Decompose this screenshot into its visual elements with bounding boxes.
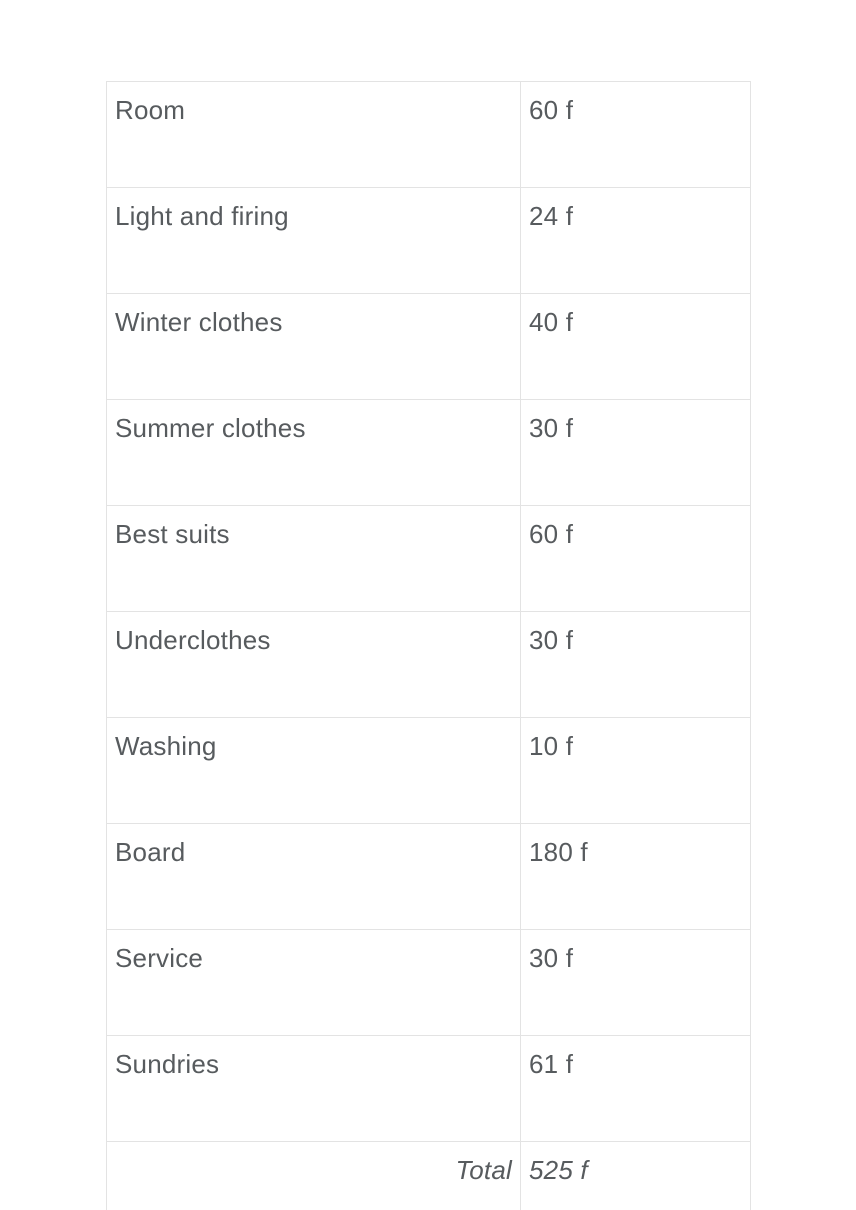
table-row: Winter clothes 40 f [106, 293, 751, 400]
item-value: 61 f [520, 1035, 751, 1142]
expense-table-footer: Total 525 f [106, 1141, 751, 1210]
table-row: Light and firing 24 f [106, 187, 751, 294]
item-label: Best suits [106, 505, 521, 612]
item-value: 30 f [520, 929, 751, 1036]
item-label: Winter clothes [106, 293, 521, 400]
table-row: Best suits 60 f [106, 505, 751, 612]
table-row: Washing 10 f [106, 717, 751, 824]
item-value: 24 f [520, 187, 751, 294]
expense-table-body: Room 60 f Light and firing 24 f Winter cloth… [106, 81, 751, 1142]
item-value: 30 f [520, 399, 751, 506]
table-row: Summer clothes 30 f [106, 399, 751, 506]
item-label: Sundries [106, 1035, 521, 1142]
total-value: 525 f [520, 1141, 751, 1210]
total-label: Total [106, 1141, 521, 1210]
item-label: Underclothes [106, 611, 521, 718]
expense-table: Room 60 f Light and firing 24 f Winter cloth… [106, 81, 751, 1210]
item-value: 60 f [520, 505, 751, 612]
item-label: Service [106, 929, 521, 1036]
table-row: Room 60 f [106, 81, 751, 188]
item-label: Light and firing [106, 187, 521, 294]
item-value: 180 f [520, 823, 751, 930]
item-value: 60 f [520, 81, 751, 188]
total-row: Total 525 f [106, 1141, 751, 1210]
expense-table-container: Room 60 f Light and firing 24 f Winter cloth… [106, 81, 751, 1210]
item-label: Board [106, 823, 521, 930]
item-label: Summer clothes [106, 399, 521, 506]
item-label: Room [106, 81, 521, 188]
item-value: 40 f [520, 293, 751, 400]
item-value: 30 f [520, 611, 751, 718]
item-value: 10 f [520, 717, 751, 824]
table-row: Sundries 61 f [106, 1035, 751, 1142]
table-row: Underclothes 30 f [106, 611, 751, 718]
item-label: Washing [106, 717, 521, 824]
table-row: Service 30 f [106, 929, 751, 1036]
table-row: Board 180 f [106, 823, 751, 930]
